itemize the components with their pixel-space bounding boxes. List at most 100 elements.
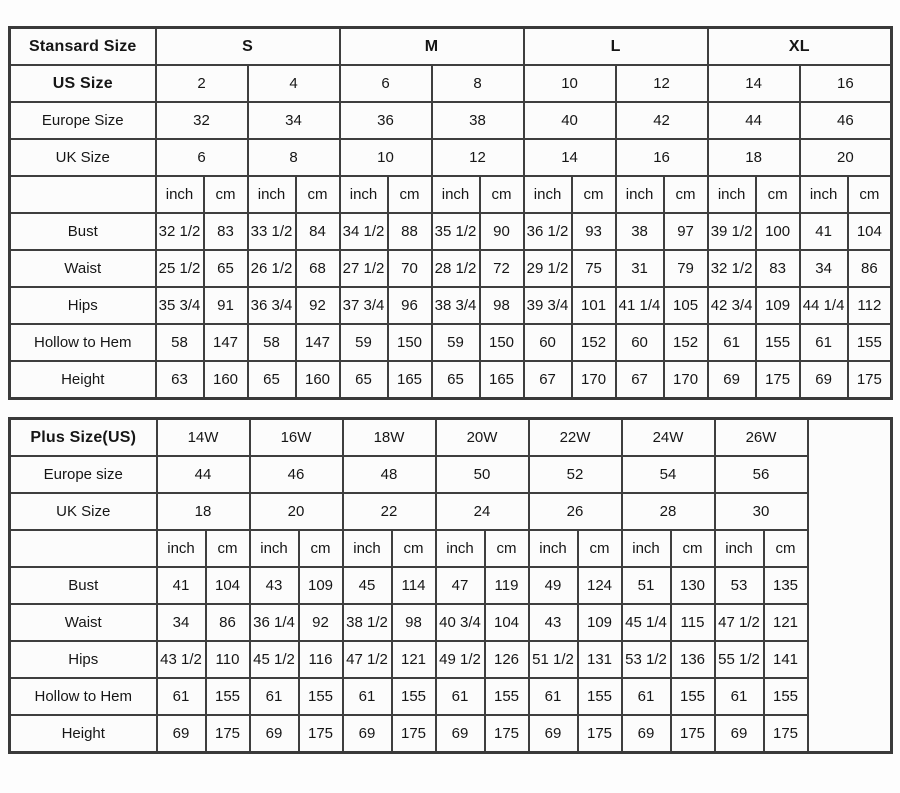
value-cell: 69 (434, 714, 486, 754)
value-cell: 136 (669, 640, 716, 679)
value-cell: 43 (248, 566, 300, 605)
value-cell: 59 (430, 323, 481, 362)
unit-row-label (8, 175, 157, 214)
table-row: inch cm inch cm inch cm inch cm inch cm inch cm inch… (8, 529, 892, 568)
row-label: Bust (8, 566, 158, 605)
size-value-cell: 18 (706, 138, 801, 177)
value-cell: 90 (478, 212, 525, 251)
value-cell: 39 3/4 (522, 286, 573, 325)
value-cell: 104 (483, 603, 530, 642)
value-cell: 61 (155, 677, 207, 716)
value-cell: 109 (576, 603, 623, 642)
value-cell: 69 (706, 360, 757, 400)
value-cell: 75 (570, 249, 617, 288)
value-cell: 70 (386, 249, 433, 288)
value-cell: 25 1/2 (154, 249, 205, 288)
value-cell: 68 (294, 249, 341, 288)
table-row: Bust 32 1/2 83 33 1/2 84 34 1/2 88 35 1/2 90 36 1… (8, 212, 893, 251)
unit-cell: inch (430, 175, 481, 214)
unit-cell: inch (706, 175, 757, 214)
value-cell: 98 (390, 603, 437, 642)
value-cell: 45 1/2 (248, 640, 300, 679)
value-cell: 84 (294, 212, 341, 251)
value-cell: 38 (614, 212, 665, 251)
value-cell: 155 (762, 677, 809, 716)
unit-cell: inch (527, 529, 579, 568)
value-cell: 131 (576, 640, 623, 679)
value-cell: 41 1/4 (614, 286, 665, 325)
value-cell: 69 (527, 714, 579, 754)
value-cell: 92 (297, 603, 344, 642)
value-cell: 34 1/2 (338, 212, 389, 251)
value-cell: 152 (570, 323, 617, 362)
table-row: UK Size 18 20 22 24 26 28 30 (8, 492, 892, 531)
row-label: UK Size (8, 492, 158, 531)
value-cell: 65 (430, 360, 481, 400)
size-value-cell: 46 (248, 455, 344, 494)
value-cell: 53 1/2 (620, 640, 672, 679)
value-cell: 98 (478, 286, 525, 325)
size-value-cell: 8 (430, 64, 525, 103)
value-cell: 105 (662, 286, 709, 325)
size-value-cell: 26 (527, 492, 623, 531)
value-cell: 170 (662, 360, 709, 400)
size-value-cell: 44 (706, 101, 801, 140)
value-cell: 32 1/2 (154, 212, 205, 251)
unit-cell: cm (669, 529, 716, 568)
unit-cell: inch (246, 175, 297, 214)
unit-cell: inch (248, 529, 300, 568)
value-cell: 59 (338, 323, 389, 362)
row-label: Waist (8, 603, 158, 642)
unit-cell: cm (204, 529, 251, 568)
row-label: Bust (8, 212, 157, 251)
value-cell: 67 (522, 360, 573, 400)
value-cell: 39 1/2 (706, 212, 757, 251)
unit-cell: cm (570, 175, 617, 214)
table-row: Height 63 160 65 160 65 165 65 165 67 170 67 170 69 17… (8, 360, 893, 400)
size-value-cell: 20 (248, 492, 344, 531)
unit-cell: inch (338, 175, 389, 214)
size-value-cell: 16 (614, 138, 709, 177)
value-cell: 61 (434, 677, 486, 716)
value-cell: 175 (204, 714, 251, 754)
unit-cell: inch (614, 175, 665, 214)
unit-cell: inch (154, 175, 205, 214)
size-value-cell: 54 (620, 455, 716, 494)
value-cell: 110 (204, 640, 251, 679)
size-value-cell: 56 (713, 455, 809, 494)
size-group-cell: S (154, 26, 341, 66)
table-row: US Size 2 4 6 8 10 12 14 16 (8, 64, 893, 103)
size-group-cell: M (338, 26, 525, 66)
value-cell: 83 (754, 249, 801, 288)
size-value-cell: 42 (614, 101, 709, 140)
value-cell: 41 (798, 212, 849, 251)
value-cell: 165 (478, 360, 525, 400)
unit-cell: cm (762, 529, 809, 568)
unit-cell: cm (390, 529, 437, 568)
unit-cell: cm (294, 175, 341, 214)
table-row: UK Size 6 8 10 12 14 16 18 20 (8, 138, 893, 177)
value-cell: 96 (386, 286, 433, 325)
value-cell: 124 (576, 566, 623, 605)
size-value-cell: 24 (434, 492, 530, 531)
value-cell: 61 (341, 677, 393, 716)
size-value-cell: 52 (527, 455, 623, 494)
value-cell: 45 (341, 566, 393, 605)
value-cell: 126 (483, 640, 530, 679)
value-cell: 175 (576, 714, 623, 754)
value-cell: 104 (846, 212, 893, 251)
unit-cell: cm (576, 529, 623, 568)
value-cell: 67 (614, 360, 665, 400)
table-row: Europe Size 32 34 36 38 40 42 44 46 (8, 101, 893, 140)
value-cell: 29 1/2 (522, 249, 573, 288)
value-cell: 119 (483, 566, 530, 605)
value-cell: 65 (202, 249, 249, 288)
size-value-cell: 22 (341, 492, 437, 531)
value-cell: 93 (570, 212, 617, 251)
value-cell: 36 1/4 (248, 603, 300, 642)
size-value-cell: 14 (522, 138, 617, 177)
value-cell: 38 1/2 (341, 603, 393, 642)
empty-cell (806, 417, 893, 754)
value-cell: 72 (478, 249, 525, 288)
